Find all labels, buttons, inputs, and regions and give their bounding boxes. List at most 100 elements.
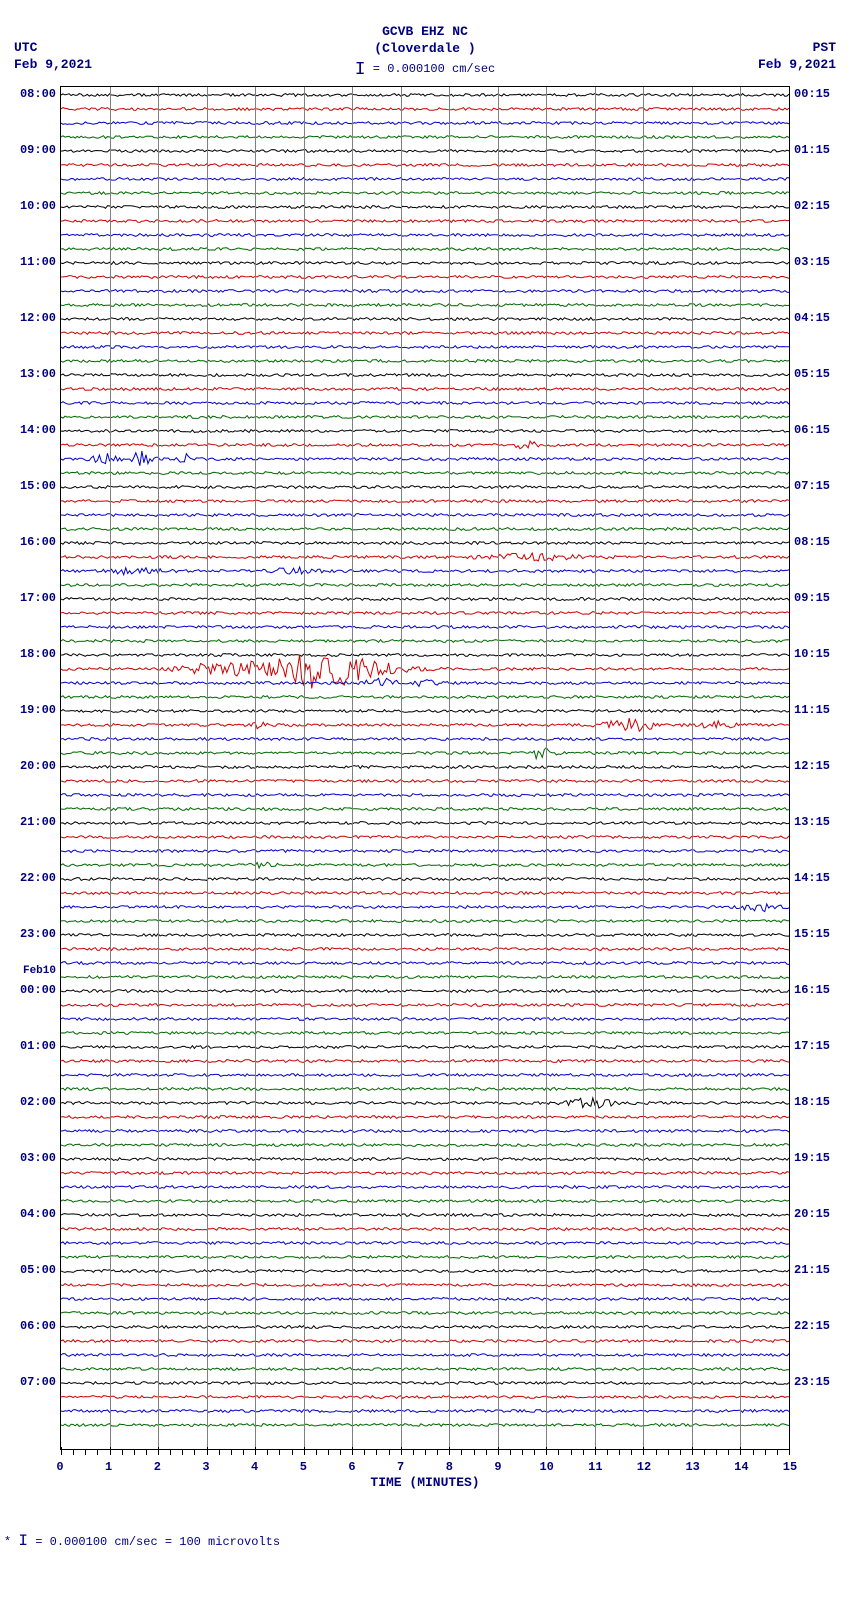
trace-line [61,415,789,418]
x-tick-label: 6 [348,1460,355,1474]
trace-line [61,513,789,516]
local-time-label: 19:15 [794,1151,850,1165]
trace-line [61,862,789,868]
trace-line [61,485,789,488]
trace-line [61,1297,789,1300]
trace-line [61,289,789,292]
trace-line [61,135,789,138]
trace-line [61,1353,789,1356]
utc-time-label: 21:00 [0,815,56,829]
trace-line [61,1311,789,1314]
x-minor-tick [656,1449,657,1455]
x-tick-label: 4 [251,1460,258,1474]
x-minor-tick [680,1449,681,1455]
station-location: (Cloverdale ) [0,41,850,58]
x-tick [110,1447,111,1455]
trace-line [61,191,789,194]
x-minor-tick [534,1449,535,1455]
trace-line [61,359,789,362]
x-minor-tick [243,1449,244,1455]
trace-line [61,331,789,334]
x-minor-tick [316,1449,317,1455]
grid-line [401,87,402,1449]
x-tick-label: 5 [300,1460,307,1474]
x-minor-tick [558,1449,559,1455]
trace-line [61,975,789,978]
x-tick-label: 12 [637,1460,651,1474]
trace-line [61,527,789,530]
footer-prefix: * [4,1535,11,1549]
local-time-label: 06:15 [794,423,850,437]
x-tick [304,1447,305,1455]
trace-line [61,1171,789,1174]
local-time-label: 09:15 [794,591,850,605]
utc-time-label: 11:00 [0,255,56,269]
trace-line [61,1087,789,1090]
x-tick-label: 1 [105,1460,112,1474]
x-tick [692,1447,693,1455]
utc-time-label: 17:00 [0,591,56,605]
x-tick-label: 14 [734,1460,748,1474]
scale-glyph: I [355,60,366,80]
x-minor-tick [571,1449,572,1455]
trace-line [61,261,789,264]
x-minor-tick [413,1449,414,1455]
utc-time-label: 10:00 [0,199,56,213]
utc-time-label: 02:00 [0,1095,56,1109]
trace-line [61,653,789,656]
trace-line [61,1213,789,1216]
x-minor-tick [85,1449,86,1455]
trace-line [61,93,789,96]
trace-line [61,205,789,208]
grid-line [546,87,547,1449]
local-time-label: 16:15 [794,983,850,997]
trace-line [61,1255,789,1258]
x-minor-tick [716,1449,717,1455]
trace-line [61,849,789,852]
x-minor-tick [292,1449,293,1455]
x-tick-label: 15 [783,1460,797,1474]
x-minor-tick [425,1449,426,1455]
date-right: Feb 9,2021 [758,57,836,74]
x-minor-tick [231,1449,232,1455]
trace-line [61,219,789,222]
trace-line [61,107,789,110]
local-time-label: 18:15 [794,1095,850,1109]
x-tick-label: 11 [588,1460,602,1474]
trace-line [61,1003,789,1006]
utc-time-label: 04:00 [0,1207,56,1221]
x-minor-tick [134,1449,135,1455]
utc-time-label: 05:00 [0,1263,56,1277]
x-minor-tick [607,1449,608,1455]
x-tick [255,1447,256,1455]
utc-time-label: 13:00 [0,367,56,381]
trace-line [61,373,789,376]
x-tick [740,1447,741,1455]
trace-line [61,345,789,348]
local-time-label: 07:15 [794,479,850,493]
local-time-label: 11:15 [794,703,850,717]
utc-time-label: 20:00 [0,759,56,773]
x-minor-tick [182,1449,183,1455]
x-minor-tick [461,1449,462,1455]
x-tick-label: 10 [539,1460,553,1474]
x-tick [498,1447,499,1455]
trace-line [61,275,789,278]
footer-glyph: I [18,1532,28,1550]
trace-line [61,499,789,502]
trace-line [61,737,789,740]
trace-line [61,597,789,600]
local-time-label: 12:15 [794,759,850,773]
utc-time-label: 19:00 [0,703,56,717]
local-time-label: 17:15 [794,1039,850,1053]
trace-line [61,807,789,810]
trace-line [61,1045,789,1048]
trace-line [61,1325,789,1328]
trace-line [61,765,789,768]
trace-line [61,1098,789,1108]
trace-line [61,401,789,404]
local-time-label: 23:15 [794,1375,850,1389]
trace-line [61,611,789,614]
trace-line [61,947,789,950]
trace-line [61,1339,789,1342]
